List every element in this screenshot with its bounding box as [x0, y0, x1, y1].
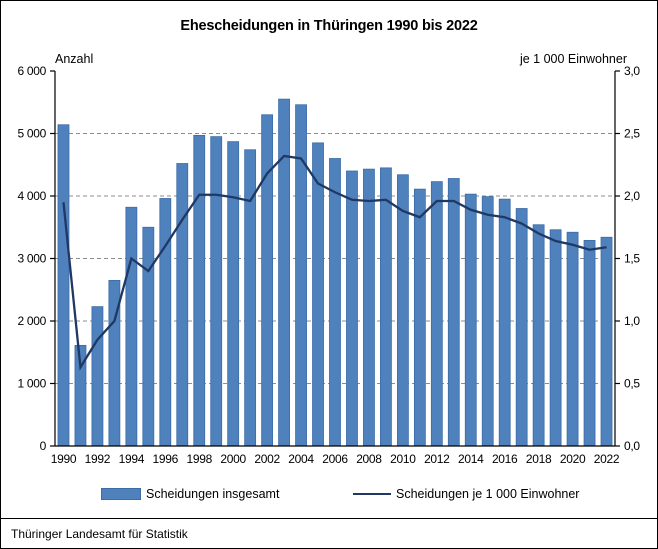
bar-2003	[278, 98, 290, 447]
svg-text:5 000: 5 000	[17, 127, 46, 141]
bar-1994	[125, 206, 138, 447]
bar-2009	[380, 167, 392, 447]
svg-text:2000: 2000	[220, 452, 246, 466]
legend-label-bars: Scheidungen insgesamt	[146, 487, 280, 501]
svg-text:1996: 1996	[153, 452, 179, 466]
bar-2008	[363, 168, 375, 447]
bar-2000	[227, 141, 240, 447]
svg-text:4 000: 4 000	[17, 189, 46, 203]
svg-text:1992: 1992	[85, 452, 111, 466]
bar-series	[57, 98, 613, 447]
left-axis-header: Anzahl	[55, 52, 94, 66]
bar-2016	[498, 198, 511, 447]
bar-2020	[566, 231, 579, 447]
bar-2004	[295, 104, 307, 447]
svg-text:2012: 2012	[424, 452, 450, 466]
svg-text:1998: 1998	[186, 452, 212, 466]
legend-item-divorces-total: Scheidungen insgesamt	[101, 487, 279, 501]
svg-text:1994: 1994	[119, 452, 145, 466]
source-text: Thüringer Landesamt für Statistik	[11, 527, 188, 541]
bar-1995	[142, 226, 155, 447]
bar-1997	[176, 163, 189, 447]
svg-text:2006: 2006	[322, 452, 348, 466]
bar-2021	[583, 239, 596, 447]
svg-text:1,0: 1,0	[624, 314, 640, 328]
svg-text:2014: 2014	[458, 452, 484, 466]
line-swatch-icon	[353, 493, 391, 495]
svg-text:0,0: 0,0	[624, 439, 640, 453]
svg-text:2002: 2002	[254, 452, 280, 466]
svg-text:2022: 2022	[594, 452, 620, 466]
bar-2007	[346, 170, 358, 447]
bar-2010	[396, 174, 409, 447]
svg-text:2016: 2016	[492, 452, 518, 466]
bar-2014	[464, 193, 477, 447]
svg-text:0,5: 0,5	[624, 377, 640, 391]
svg-text:1 000: 1 000	[17, 377, 46, 391]
bar-2022	[600, 236, 613, 447]
svg-text:3,0: 3,0	[624, 64, 640, 78]
bar-swatch-icon	[101, 488, 141, 500]
bar-1999	[210, 136, 223, 447]
bar-2013	[447, 178, 460, 447]
svg-text:2018: 2018	[526, 452, 552, 466]
bar-2012	[430, 181, 443, 447]
svg-text:3 000: 3 000	[17, 252, 46, 266]
svg-text:2008: 2008	[356, 452, 382, 466]
svg-text:0: 0	[40, 439, 47, 453]
bar-1998	[193, 134, 206, 447]
svg-text:2 000: 2 000	[17, 314, 46, 328]
legend-item-divorces-rate: Scheidungen je 1 000 Einwohner	[353, 487, 579, 501]
bar-2011	[413, 188, 426, 447]
svg-text:6 000: 6 000	[17, 64, 46, 78]
bar-2019	[549, 229, 562, 447]
bar-1992	[91, 306, 104, 447]
line-series	[62, 154, 607, 371]
legend: Scheidungen insgesamt Scheidungen je 1 0…	[1, 487, 657, 505]
bar-2002	[261, 114, 274, 447]
svg-text:1990: 1990	[51, 452, 77, 466]
tick-labels: 0 1 000 2 000 3 000 4 000 5 000 6 000 0,0 0,5 1,0…	[17, 64, 640, 466]
svg-text:2020: 2020	[560, 452, 586, 466]
bar-1996	[159, 198, 172, 447]
chart-title: Ehescheidungen in Thüringen 1990 bis 202…	[180, 18, 478, 34]
footer-divider	[1, 518, 657, 519]
legend-label-line: Scheidungen je 1 000 Einwohner	[396, 487, 580, 501]
bar-1990	[57, 124, 70, 447]
bar-2018	[532, 224, 545, 447]
svg-text:2010: 2010	[390, 452, 416, 466]
svg-text:2004: 2004	[288, 452, 314, 466]
bar-2017	[515, 208, 528, 447]
bar-2005	[312, 142, 324, 447]
bar-2006	[329, 158, 341, 447]
svg-text:1,5: 1,5	[624, 252, 640, 266]
bar-2015	[481, 196, 494, 447]
svg-text:2,0: 2,0	[624, 189, 640, 203]
plot-area: 0 1 000 2 000 3 000 4 000 5 000 6 000 0,0 0,5 1,0…	[17, 64, 640, 466]
svg-text:2,5: 2,5	[624, 127, 640, 141]
right-axis-header: je 1 000 Einwohner	[519, 52, 627, 66]
